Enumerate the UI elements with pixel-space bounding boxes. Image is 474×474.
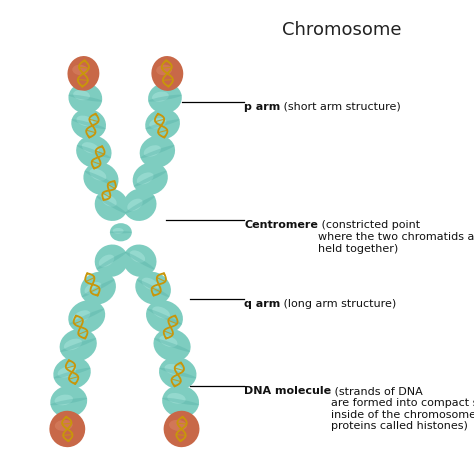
Ellipse shape <box>96 252 127 270</box>
Ellipse shape <box>154 338 190 352</box>
Ellipse shape <box>169 420 187 431</box>
Ellipse shape <box>142 278 159 290</box>
Ellipse shape <box>73 310 91 322</box>
Ellipse shape <box>140 145 174 158</box>
Ellipse shape <box>73 90 90 100</box>
Ellipse shape <box>69 309 104 325</box>
Ellipse shape <box>80 272 116 305</box>
Ellipse shape <box>144 145 161 157</box>
Ellipse shape <box>164 364 183 375</box>
Ellipse shape <box>164 411 200 447</box>
Ellipse shape <box>167 393 186 404</box>
Ellipse shape <box>84 171 118 187</box>
Text: (strands of DNA
are formed into compact structures
inside of the chromosome by
p: (strands of DNA are formed into compact … <box>331 386 474 431</box>
Ellipse shape <box>76 116 93 126</box>
Ellipse shape <box>151 56 183 91</box>
Ellipse shape <box>125 196 155 214</box>
Ellipse shape <box>64 338 82 350</box>
Ellipse shape <box>159 368 196 378</box>
Ellipse shape <box>68 300 105 333</box>
Ellipse shape <box>84 282 101 294</box>
Ellipse shape <box>140 136 175 168</box>
Ellipse shape <box>137 173 154 184</box>
Ellipse shape <box>162 385 199 418</box>
Ellipse shape <box>148 95 182 101</box>
Ellipse shape <box>129 250 145 263</box>
Ellipse shape <box>137 279 170 297</box>
Ellipse shape <box>146 119 180 129</box>
Ellipse shape <box>134 171 167 187</box>
Ellipse shape <box>68 83 102 113</box>
Ellipse shape <box>60 329 97 361</box>
Text: (long arm structure): (long arm structure) <box>280 299 397 309</box>
Ellipse shape <box>125 252 155 270</box>
Ellipse shape <box>72 119 106 129</box>
Ellipse shape <box>145 109 180 139</box>
Ellipse shape <box>146 300 183 333</box>
Ellipse shape <box>76 136 111 168</box>
Ellipse shape <box>123 189 156 221</box>
Ellipse shape <box>95 245 128 277</box>
Text: Chromosome: Chromosome <box>282 21 401 39</box>
Ellipse shape <box>152 91 169 102</box>
Ellipse shape <box>96 196 127 214</box>
Ellipse shape <box>71 109 106 139</box>
Ellipse shape <box>162 398 199 405</box>
Ellipse shape <box>152 306 170 319</box>
Ellipse shape <box>60 338 96 352</box>
Ellipse shape <box>54 368 91 378</box>
Ellipse shape <box>82 279 115 297</box>
Text: DNA molecule: DNA molecule <box>244 386 331 396</box>
Ellipse shape <box>156 65 172 75</box>
Ellipse shape <box>67 56 100 91</box>
Ellipse shape <box>82 142 99 154</box>
Ellipse shape <box>110 223 132 241</box>
Ellipse shape <box>99 255 114 267</box>
Ellipse shape <box>148 83 182 113</box>
Ellipse shape <box>147 309 182 325</box>
Ellipse shape <box>154 329 191 361</box>
Ellipse shape <box>49 411 85 447</box>
Ellipse shape <box>55 420 73 431</box>
Ellipse shape <box>77 145 111 158</box>
Ellipse shape <box>113 228 124 234</box>
Ellipse shape <box>159 357 197 389</box>
Ellipse shape <box>127 199 143 211</box>
Ellipse shape <box>159 336 177 347</box>
Ellipse shape <box>133 163 168 195</box>
Text: q arm: q arm <box>244 299 280 309</box>
Ellipse shape <box>73 65 88 75</box>
Ellipse shape <box>101 194 117 207</box>
Ellipse shape <box>90 169 106 181</box>
Ellipse shape <box>55 394 73 405</box>
Text: Centromere: Centromere <box>244 220 318 230</box>
Text: p arm: p arm <box>244 102 280 112</box>
Ellipse shape <box>50 398 87 405</box>
Ellipse shape <box>58 366 76 377</box>
Ellipse shape <box>109 231 132 233</box>
Ellipse shape <box>149 118 166 128</box>
Ellipse shape <box>123 245 156 277</box>
Text: (constricted point
where the two chromatids are
held together): (constricted point where the two chromat… <box>318 220 474 254</box>
Ellipse shape <box>95 189 128 221</box>
Text: (short arm structure): (short arm structure) <box>280 102 401 112</box>
Ellipse shape <box>53 357 91 389</box>
Ellipse shape <box>135 272 171 305</box>
Ellipse shape <box>83 163 118 195</box>
Ellipse shape <box>68 95 102 101</box>
Ellipse shape <box>50 385 87 418</box>
